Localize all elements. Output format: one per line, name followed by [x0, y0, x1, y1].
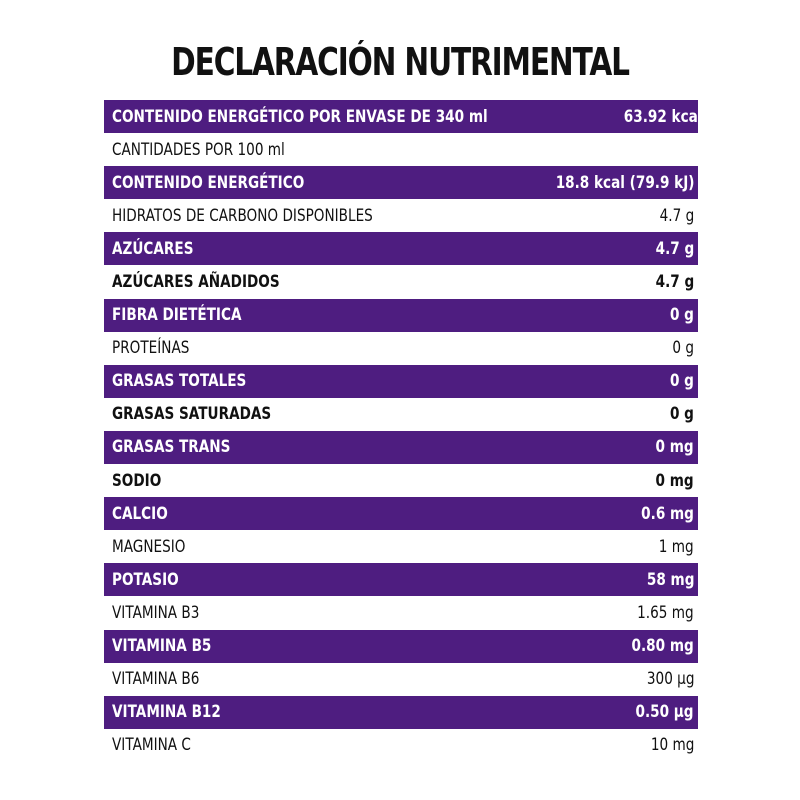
table-row-energy-per-package: CONTENIDO ENERGÉTICO POR ENVASE DE 340 m… [104, 100, 791, 134]
table-row-vitamin-b12: VITAMINA B12 0.50 µg [104, 695, 698, 729]
table-row-sugars: AZÚCARES 4.7 g [104, 232, 698, 266]
row-label: VITAMINA B6 [112, 669, 200, 690]
row-label: FIBRA DIETÉTICA [112, 305, 242, 326]
row-value: 4.7 g [655, 272, 694, 293]
row-label: GRASAS TOTALES [112, 371, 247, 392]
row-label: CALCIO [112, 503, 168, 524]
table-row-energy-content: CONTENIDO ENERGÉTICO 18.8 kcal (79.9 kJ) [104, 166, 698, 200]
table-row-total-fat: GRASAS TOTALES 0 g [104, 364, 698, 398]
row-label: GRASAS SATURADAS [112, 404, 272, 425]
row-value: 4.7 g [655, 238, 694, 259]
table-row-potassium: POTASIO 58 mg [104, 563, 698, 597]
row-value: 0 mg [655, 437, 694, 458]
row-label: POTASIO [112, 569, 179, 590]
table-row-saturated-fat: GRASAS SATURADAS 0 g [104, 398, 698, 431]
table-row-added-sugars: AZÚCARES AÑADIDOS 4.7 g [104, 265, 698, 298]
row-label: VITAMINA C [112, 735, 191, 756]
row-value: 0 mg [655, 470, 694, 491]
table-row-vitamin-b3: VITAMINA B3 1.65 mg [104, 596, 698, 629]
table-row-proteins: PROTEÍNAS 0 g [104, 332, 698, 365]
row-value: 0 g [670, 305, 694, 326]
table-row-magnesium: MAGNESIO 1 mg [104, 530, 698, 563]
row-label: CONTENIDO ENERGÉTICO [112, 172, 305, 193]
row-label: VITAMINA B3 [112, 602, 200, 623]
table-row-calcium: CALCIO 0.6 mg [104, 497, 698, 531]
row-value: 0 g [670, 404, 694, 425]
row-label: GRASAS TRANS [112, 437, 231, 458]
row-value: 0.50 µg [635, 702, 694, 723]
row-value: 58 mg [646, 569, 694, 590]
row-label: HIDRATOS DE CARBONO DISPONIBLES [112, 205, 373, 226]
row-value: 0.80 mg [631, 636, 694, 657]
row-label: VITAMINA B12 [112, 702, 221, 723]
table-row-quantities-per-100ml: CANTIDADES POR 100 ml [104, 133, 698, 166]
page-title: DECLARACIÓN NUTRIMENTAL [171, 40, 630, 84]
row-value: 63.92 kcal (271.66 kJ) [623, 106, 791, 127]
row-value: 0 g [672, 338, 694, 359]
row-value: 1.65 mg [637, 602, 694, 623]
row-label: VITAMINA B5 [112, 636, 212, 657]
table-row-vitamin-b6: VITAMINA B6 300 µg [104, 663, 698, 696]
row-label: CANTIDADES POR 100 ml [112, 139, 285, 160]
table-row-vitamin-c: VITAMINA C 10 mg [104, 729, 698, 762]
row-label: CONTENIDO ENERGÉTICO POR ENVASE DE 340 m… [112, 106, 488, 127]
row-value: 0.6 mg [641, 503, 694, 524]
row-label: SODIO [112, 470, 162, 491]
table-row-sodium: SODIO 0 mg [104, 464, 698, 497]
table-row-trans-fat: GRASAS TRANS 0 mg [104, 430, 698, 465]
row-value: 300 µg [646, 669, 694, 690]
nutrition-table: CONTENIDO ENERGÉTICO POR ENVASE DE 340 m… [104, 100, 791, 762]
row-label: MAGNESIO [112, 536, 186, 557]
table-row-carbohydrates: HIDRATOS DE CARBONO DISPONIBLES 4.7 g [104, 199, 698, 232]
row-value: 10 mg [650, 735, 694, 756]
row-value: 1 mg [659, 536, 694, 557]
row-label: AZÚCARES [112, 238, 194, 259]
row-label: AZÚCARES AÑADIDOS [112, 272, 280, 293]
table-row-vitamin-b5: VITAMINA B5 0.80 mg [104, 629, 698, 663]
row-value: 4.7 g [659, 205, 694, 226]
row-label: PROTEÍNAS [112, 338, 190, 359]
row-value: 0 g [670, 371, 694, 392]
table-row-fiber: FIBRA DIETÉTICA 0 g [104, 298, 698, 332]
row-value: 18.8 kcal (79.9 kJ) [555, 172, 694, 193]
